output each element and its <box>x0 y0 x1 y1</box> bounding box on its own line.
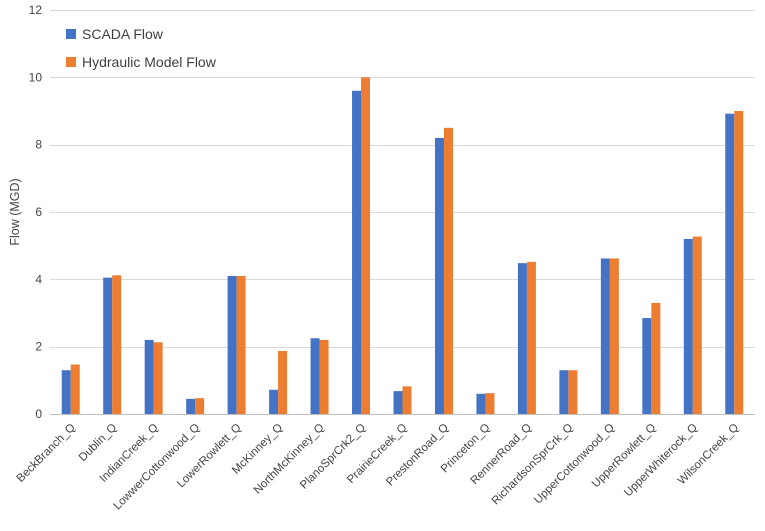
bar-scada-flow-upperrowlett-q <box>642 318 652 414</box>
bar-scada-flow-northmckinney-q <box>310 338 320 414</box>
bar-scada-flow-mckinney-q <box>269 389 279 414</box>
bar-scada-flow-upperwhiterock-q <box>683 238 693 414</box>
x-tick-label-beckbranch-q: BeckBranch_Q <box>15 422 78 485</box>
bar-scada-flow-uppercottonwood-q <box>600 258 610 414</box>
bar-scada-flow-wilsoncreek-q <box>725 113 735 415</box>
x-axis-categories: BeckBranch_Q Dublin_QIndianCreek_QLowwerC… <box>15 422 742 513</box>
bar-hydraulic-model-flow-princeton-q <box>485 393 495 414</box>
legend: SCADA Flow Hydraulic Model Flow <box>66 26 217 70</box>
y-tick-label: 4 <box>35 272 42 286</box>
bar-hydraulic-model-flow-indiancreek-q <box>153 342 163 414</box>
y-axis-title: Flow (MGD) <box>8 178 22 245</box>
gridlines <box>50 10 755 348</box>
y-tick-label: 6 <box>35 205 42 219</box>
bar-hydraulic-model-flow-uppercottonwood-q <box>609 258 619 414</box>
y-tick-label: 0 <box>35 407 42 421</box>
bar-hydraulic-model-flow-rennerroad-q <box>526 261 536 414</box>
bars <box>61 77 744 415</box>
y-tick-label: 2 <box>35 340 42 354</box>
x-tick-label-upperwhiterock-q: UpperWhiterock_Q <box>622 422 700 500</box>
bar-scada-flow-planosprcrk2-q <box>352 90 362 415</box>
bar-hydraulic-model-flow-richardsonsprcrk-q <box>568 370 578 414</box>
bar-hydraulic-model-flow-beckbranch-q <box>70 364 80 414</box>
bar-scada-flow-prairiecreek-q <box>393 391 403 414</box>
x-tick-label-uppercottonwood-q: UpperCottonwood_Q <box>532 422 617 507</box>
bar-hydraulic-model-flow-upperwhiterock-q <box>692 236 702 414</box>
bar-scada-flow-dublin-q <box>103 277 113 414</box>
legend-swatch-hydraulic-model-flow <box>66 57 76 67</box>
bar-hydraulic-model-flow-wilsoncreek-q <box>734 111 744 414</box>
bar-scada-flow-rennerroad-q <box>517 263 527 414</box>
y-tick-label: 10 <box>29 70 43 84</box>
x-tick-label-northmckinney-q: NorthMcKinney_Q <box>252 422 327 497</box>
bar-scada-flow-princeton-q <box>476 393 486 414</box>
legend-label-scada-flow: SCADA Flow <box>82 26 164 42</box>
bar-hydraulic-model-flow-northmckinney-q <box>319 339 329 414</box>
bar-hydraulic-model-flow-upperrowlett-q <box>651 302 661 414</box>
bar-scada-flow-indiancreek-q <box>144 339 154 414</box>
bar-scada-flow-beckbranch-q <box>61 370 71 414</box>
bar-hydraulic-model-flow-dublin-q <box>112 275 122 414</box>
legend-swatch-scada-flow <box>66 29 76 39</box>
bar-hydraulic-model-flow-prairiecreek-q <box>402 386 412 414</box>
legend-label-hydraulic-model-flow: Hydraulic Model Flow <box>82 54 217 70</box>
bar-hydraulic-model-flow-prestonroad-q <box>443 127 453 414</box>
y-tick-label: 12 <box>29 3 43 17</box>
y-axis-ticks: 0 2 4 6 8 10 12 <box>29 3 43 421</box>
bar-scada-flow-prestonroad-q <box>434 137 444 414</box>
bar-hydraulic-model-flow-mckinney-q <box>278 351 288 414</box>
bar-hydraulic-model-flow-lowerrowlett-q <box>236 275 246 414</box>
bar-hydraulic-model-flow-planosprcrk2-q <box>361 77 371 414</box>
bar-scada-flow-richardsonsprcrk-q <box>559 370 569 414</box>
bar-scada-flow-lowwercottonwood-q <box>186 398 196 414</box>
x-tick-label-dublin-q: Dublin_Q <box>77 422 119 464</box>
y-tick-label: 8 <box>35 138 42 152</box>
x-tick-label-richardsonsprcrk-q: RichardsonSprCrk_Q <box>490 422 576 508</box>
bar-hydraulic-model-flow-lowwercottonwood-q <box>195 398 205 414</box>
bar-scada-flow-lowerrowlett-q <box>227 275 237 414</box>
